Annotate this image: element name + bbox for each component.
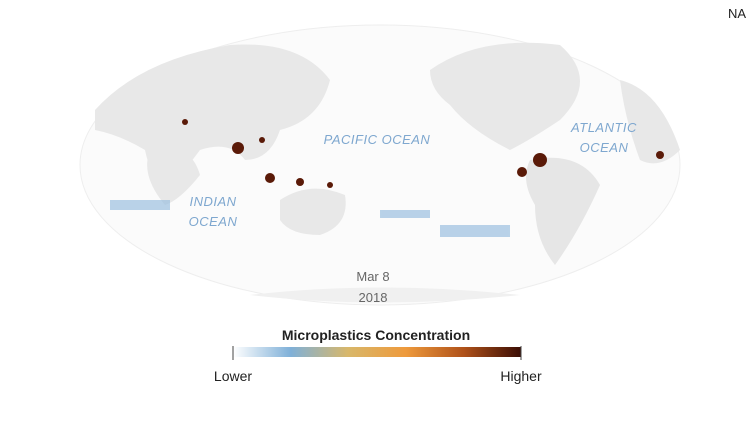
date-day: Mar 8 xyxy=(356,269,389,284)
corner-label: NA xyxy=(728,6,746,21)
ocean-label: INDIAN xyxy=(189,194,236,209)
world-map xyxy=(79,24,681,306)
date-year: 2018 xyxy=(359,290,388,305)
legend-title: Microplastics Concentration xyxy=(282,327,470,343)
ocean-label: OCEAN xyxy=(580,140,629,155)
legend-low: Lower xyxy=(214,368,252,384)
ocean-label: ATLANTIC xyxy=(570,120,637,135)
legend-high: Higher xyxy=(500,368,542,384)
ocean-label: PACIFIC OCEAN xyxy=(324,132,431,147)
colorbar xyxy=(233,347,521,357)
ocean-label: OCEAN xyxy=(189,214,238,229)
